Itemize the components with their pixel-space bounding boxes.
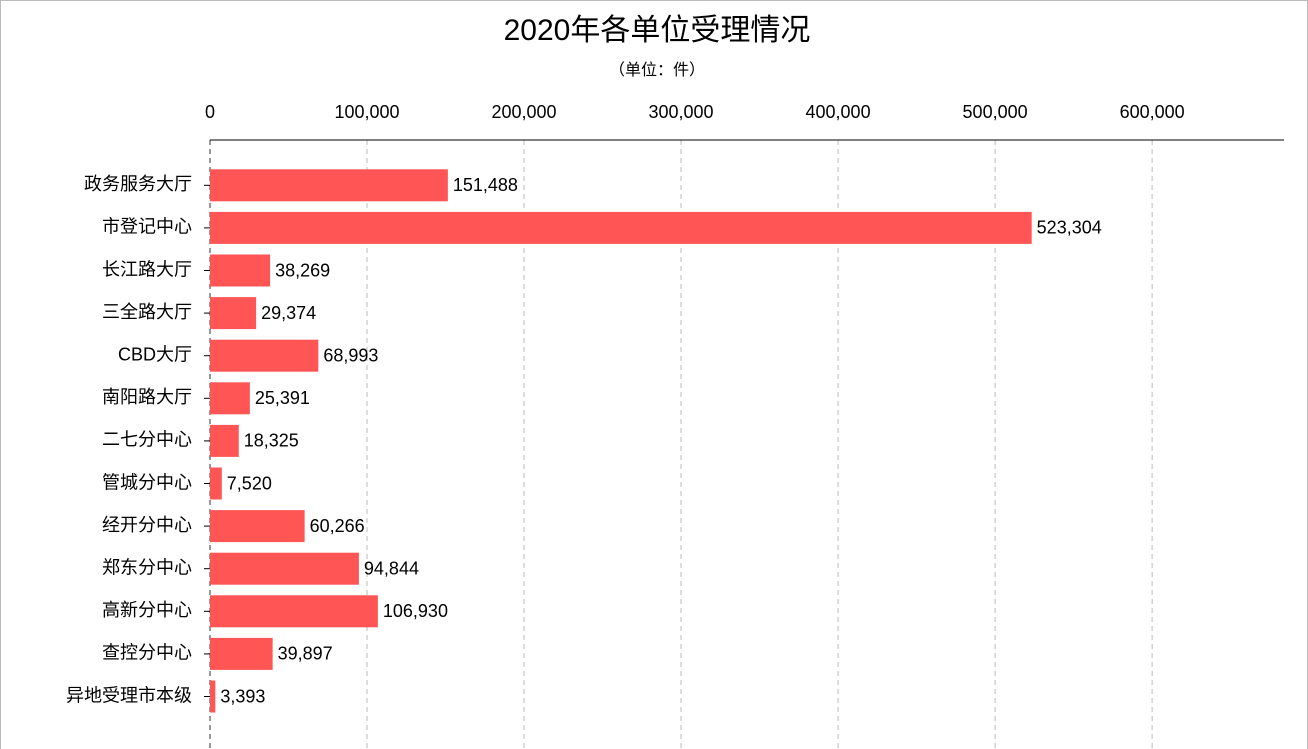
y-tick-label: 三全路大厅 [102,302,192,322]
bar [210,254,271,287]
x-tick-label: 500,000 [963,102,1028,122]
y-tick-label: 二七分中心 [102,430,192,450]
x-tick-label: 100,000 [334,102,399,122]
value-label: 38,269 [275,260,330,280]
x-tick-label: 400,000 [806,102,871,122]
value-label: 7,520 [227,473,272,493]
value-label: 3,393 [220,686,265,706]
y-tick-label: 经开分中心 [102,515,192,535]
y-tick-label: 异地受理市本级 [66,685,192,705]
bar [210,680,216,713]
chart-title: 2020年各单位受理情况 [504,14,811,47]
y-tick-label: 市登记中心 [102,217,192,237]
bar [210,467,222,500]
value-label: 60,266 [310,516,365,536]
x-tick-label: 300,000 [649,102,714,122]
value-label: 151,488 [453,175,518,195]
value-label: 523,304 [1037,218,1102,238]
y-tick-label: 高新分中心 [102,600,192,620]
value-label: 29,374 [261,303,316,323]
bar [210,169,448,202]
chart-subtitle: （单位：件） [609,61,705,79]
bar [210,595,378,628]
value-label: 39,897 [278,644,333,664]
value-label: 18,325 [244,431,299,451]
bar [210,211,1032,244]
x-tick-label: 600,000 [1120,102,1185,122]
y-tick-label: 管城分中心 [102,472,192,492]
value-label: 106,930 [383,601,448,621]
bar [210,637,273,670]
bar [210,297,257,330]
bar [210,382,250,415]
value-label: 94,844 [364,558,419,578]
value-label: 25,391 [255,388,310,408]
y-tick-label: 长江路大厅 [102,259,192,279]
bar [210,552,359,585]
y-tick-label: CBD大厅 [118,344,192,364]
bar [210,510,305,543]
value-label: 68,993 [323,345,378,365]
bar [210,339,319,372]
y-tick-label: 郑东分中心 [102,557,192,577]
y-tick-label: 政务服务大厅 [84,174,192,194]
bar [210,424,239,457]
x-tick-label: 0 [205,102,215,122]
y-tick-label: 查控分中心 [102,643,192,663]
y-tick-label: 南阳路大厅 [102,387,192,407]
x-tick-label: 200,000 [491,102,556,122]
